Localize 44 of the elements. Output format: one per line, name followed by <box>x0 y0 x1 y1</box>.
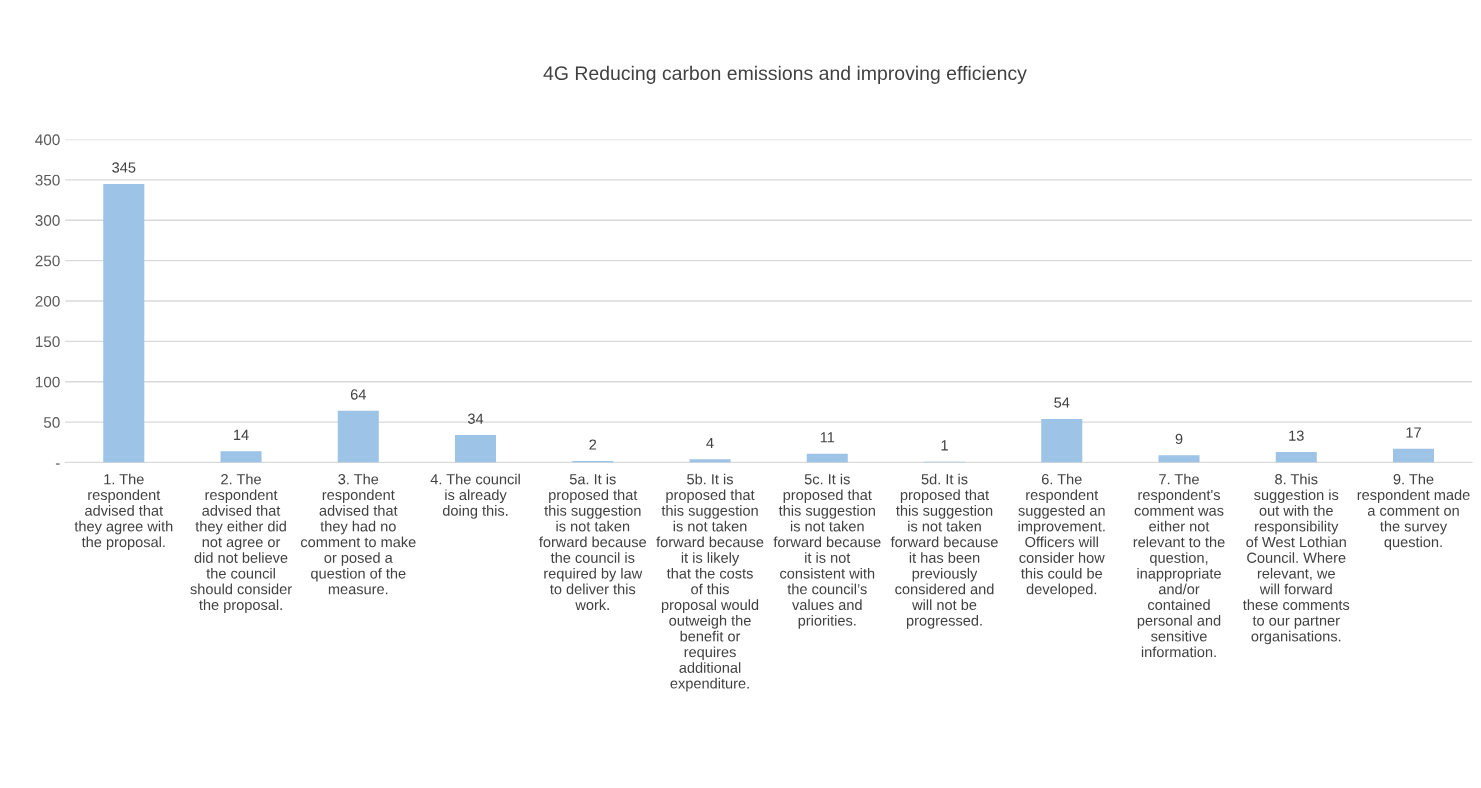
bar <box>103 183 145 463</box>
bar <box>1392 448 1435 463</box>
category-label: 5c. It is proposed that this suggestion is not taken forward because it is not consistent with the council’s values and priorities. <box>773 473 881 629</box>
y-tick-label: 400 <box>35 134 60 146</box>
category-label: 8. This suggestion is out with the responsibility of West Lothian Council. Where relevant, we will forward these comments to our partner organisations. <box>1242 473 1350 645</box>
data-label: 345 <box>112 162 136 173</box>
y-tick-label: 200 <box>35 295 60 307</box>
data-label: 34 <box>467 413 484 424</box>
bar <box>1158 455 1200 463</box>
y-tick-label: 50 <box>43 417 60 428</box>
data-label: 64 <box>350 389 366 400</box>
data-label: 14 <box>234 429 249 440</box>
x-tick-label: 4. The council is already doing this. <box>430 473 520 519</box>
chart-title: 4G Reducing carbon emissions and improving efficiency <box>543 65 1027 84</box>
data-label: 2 <box>589 439 597 450</box>
data-label: 17 <box>1406 427 1421 438</box>
data-label: 4 <box>706 437 714 448</box>
x-tick-label: 3. The respondent advised that they had no comment to make or posed a question of the measure. <box>300 473 416 595</box>
category-label: 2. The respondent advised that they either did not agree or did not believe the council should consider the proposal. <box>190 473 292 613</box>
y-tick-label: 300 <box>35 215 60 226</box>
y-tick-label: 150 <box>35 336 60 348</box>
bar <box>689 459 731 463</box>
bar <box>337 410 379 463</box>
data-label: 1 <box>941 440 948 451</box>
x-tick-label: 1. The respondent advised that they agree with the proposal. <box>74 473 173 551</box>
bar <box>455 435 497 463</box>
data-label: 9 <box>1175 433 1183 445</box>
bar <box>1041 418 1083 463</box>
y-tick-label: 250 <box>35 255 60 267</box>
x-tick-label: 6. The respondent suggested an improvement. Officers will consider how this could be developed. <box>1018 473 1105 598</box>
x-tick-label: 9. The respondent made a comment on the survey question. <box>1357 473 1470 551</box>
y-tick-label: 350 <box>35 174 60 186</box>
category-label: 5b. It is proposed that this suggestion is not taken forward because it is likely that the costs of this proposal would outweigh the benefit or requires additional expenditure. <box>656 473 764 692</box>
bar <box>1275 452 1317 463</box>
category-label: 5d. It is proposed that this suggestion is not taken forward because it has been previously considered and will not be progressed. <box>890 473 998 629</box>
data-label: 13 <box>1289 430 1304 441</box>
category-label: 5a. It is proposed that this suggestion is not taken forward because the council is required by law to deliver this work. <box>539 473 647 611</box>
y-tick-label: 100 <box>35 376 60 388</box>
category-label: 7. The respondent's comment was either not relevant to the question, inappropriate and/or contained personal and sensitive information. <box>1133 473 1225 658</box>
data-label: 54 <box>1054 397 1070 408</box>
y-tick-label: - <box>55 463 60 465</box>
bar <box>220 451 262 463</box>
data-label: 11 <box>820 432 835 443</box>
bar <box>806 453 848 463</box>
